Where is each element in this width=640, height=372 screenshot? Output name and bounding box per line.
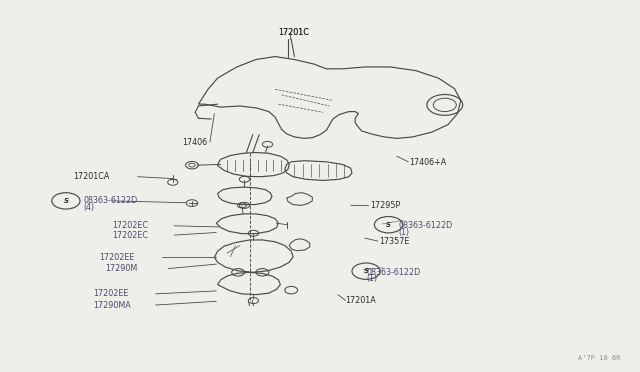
Text: 17201CA: 17201CA [74,172,110,181]
Text: A'7P 10 6R: A'7P 10 6R [579,355,621,361]
Text: 17295P: 17295P [370,201,400,210]
Text: 17202EC: 17202EC [112,221,148,230]
Text: 17290M: 17290M [106,264,138,273]
Text: (1): (1) [398,228,409,237]
Text: S: S [364,268,369,274]
Text: 08363-6122D: 08363-6122D [366,268,420,277]
Text: S: S [386,222,391,228]
Text: 08363-6122D: 08363-6122D [398,221,452,230]
Text: 17202EE: 17202EE [99,253,134,262]
Text: 08363-6122D: 08363-6122D [83,196,138,205]
Text: 17406: 17406 [182,138,207,147]
Text: (4): (4) [83,203,94,212]
Text: 17290MA: 17290MA [93,301,131,310]
Text: 17201C: 17201C [278,28,309,37]
Text: 17201A: 17201A [346,296,376,305]
Text: 17202EC: 17202EC [112,231,148,240]
Text: S: S [63,198,68,204]
Text: 17201C: 17201C [278,28,309,37]
Text: 17406+A: 17406+A [410,158,447,167]
Text: 17202EE: 17202EE [93,289,128,298]
Text: 17357E: 17357E [379,237,409,246]
Text: (1): (1) [366,275,377,283]
